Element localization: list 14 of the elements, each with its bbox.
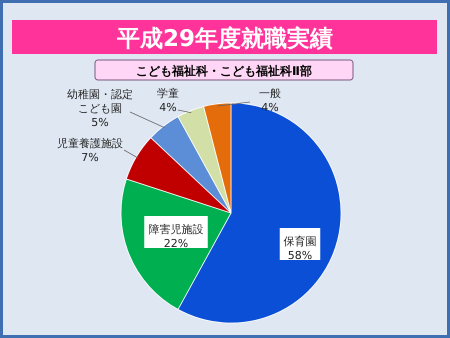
data-label: 5% — [91, 116, 109, 129]
slice-label: 児童養護施設 — [57, 137, 123, 150]
data-label: 58% — [288, 249, 312, 262]
data-label: 22% — [164, 237, 188, 250]
slice-label: 障害児施設 — [148, 223, 204, 236]
data-label: 4% — [261, 101, 279, 114]
slice-label: 学童 — [157, 87, 179, 100]
slice-label: 一般 — [259, 87, 281, 100]
data-label: 7% — [81, 151, 99, 164]
data-label: 4% — [159, 101, 177, 114]
chart-title: 平成29年度就職実績 — [116, 25, 334, 52]
chart-subtitle: こども福祉科・こども福祉科Ⅱ部 — [136, 64, 312, 78]
slice-label: 幼稚園・認定こども園 — [67, 88, 133, 115]
slice-label: 保育園 — [284, 235, 316, 248]
